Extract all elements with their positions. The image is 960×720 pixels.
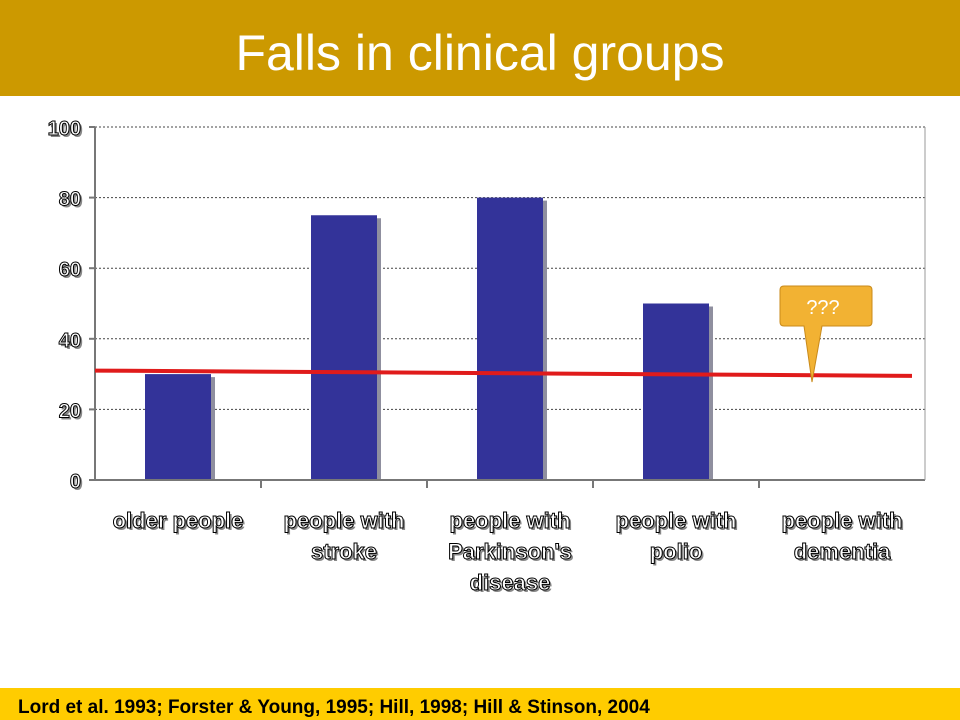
y-tick-label: 40 bbox=[59, 330, 81, 352]
x-tick-label-shadow: disease bbox=[472, 572, 553, 597]
y-tick-label-shadow: 20 bbox=[61, 402, 83, 424]
slide-title: Falls in clinical groups bbox=[235, 25, 725, 81]
bar bbox=[643, 303, 709, 480]
x-tick-label-shadow: polio bbox=[652, 541, 705, 566]
axes bbox=[94, 127, 926, 481]
x-tick-label: polio bbox=[650, 539, 703, 564]
x-tick-label-shadow: stroke bbox=[313, 541, 379, 566]
title-bar: Falls in clinical groups bbox=[0, 0, 960, 96]
y-tick-label-shadow: 40 bbox=[61, 332, 83, 354]
x-tick-label-shadow: older people bbox=[115, 510, 246, 535]
y-tick-label: 100 bbox=[48, 118, 81, 140]
x-tick-label: people with bbox=[782, 508, 903, 533]
y-tick-label: 20 bbox=[59, 400, 81, 422]
x-tick-label: stroke bbox=[311, 539, 377, 564]
title-divider bbox=[0, 96, 960, 99]
x-tick-label: Parkinson's bbox=[448, 539, 572, 564]
citation-footer: Lord et al. 1993; Forster & Young, 1995;… bbox=[18, 697, 650, 718]
x-tick-label-shadow: people with bbox=[452, 510, 573, 535]
y-tick-label-shadow: 0 bbox=[72, 473, 83, 495]
bars bbox=[145, 197, 760, 488]
footer-bar: Lord et al. 1993; Forster & Young, 1995;… bbox=[0, 688, 960, 720]
callout-bubble bbox=[779, 285, 873, 383]
x-tick-label-shadow: people with bbox=[286, 510, 407, 535]
x-tick-label-shadow: people with bbox=[784, 510, 905, 535]
x-tick-label-shadow: dementia bbox=[796, 541, 893, 566]
y-tick-label-shadow: 100 bbox=[50, 120, 83, 142]
x-tick-label: people with bbox=[616, 508, 737, 533]
x-tick-label: people with bbox=[450, 508, 571, 533]
x-tick-label-shadow: people with bbox=[618, 510, 739, 535]
x-tick-label-shadow: Parkinson's bbox=[450, 541, 574, 566]
y-tick-label: 80 bbox=[59, 189, 81, 211]
y-tick-label-shadow: 60 bbox=[61, 261, 83, 283]
y-tick-label: 0 bbox=[70, 471, 81, 493]
callout-text: ??? bbox=[806, 297, 839, 319]
callout: ??? bbox=[779, 285, 873, 383]
x-tick-label: disease bbox=[470, 570, 551, 595]
reference-line-group bbox=[94, 368, 913, 378]
y-tick-label-shadow: 80 bbox=[61, 191, 83, 213]
reference-line bbox=[94, 368, 913, 378]
bar bbox=[145, 374, 211, 480]
y-tick-label: 60 bbox=[59, 259, 81, 281]
x-tick-label: dementia bbox=[794, 539, 891, 564]
bar bbox=[311, 215, 377, 480]
x-tick-label: people with bbox=[284, 508, 405, 533]
x-tick-label: older people bbox=[113, 508, 244, 533]
bar bbox=[477, 197, 543, 480]
